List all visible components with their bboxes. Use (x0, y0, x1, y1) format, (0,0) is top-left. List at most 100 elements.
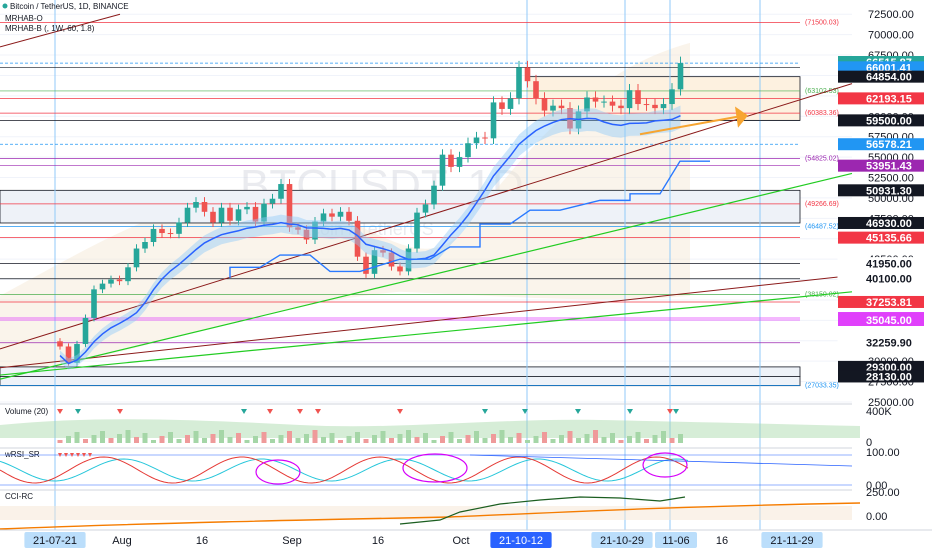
volume-bar (278, 435, 284, 443)
level-label: (27033.35) (805, 382, 839, 389)
candle-body (584, 97, 590, 112)
volume-bar (397, 434, 403, 443)
candle-body (125, 267, 131, 282)
price-tag-value: 46930.00 (866, 218, 912, 230)
volume-bar (542, 432, 547, 443)
oscillator-line (0, 456, 689, 484)
volume-bar (669, 438, 675, 443)
price-tag (838, 184, 924, 197)
volume-bar (125, 430, 131, 443)
volume-bar (159, 436, 165, 443)
volume-bar (329, 433, 335, 443)
candle-body (490, 102, 497, 139)
candle-body (337, 211, 344, 217)
date-tick-label: 21-07-21 (33, 535, 77, 547)
volume-bar (176, 439, 182, 443)
ma-ribbon (60, 105, 681, 370)
volume-bar (440, 436, 445, 443)
arrow-head-icon (735, 106, 748, 128)
trend-line (0, 291, 853, 376)
oscillator-title: wRSI_SR (4, 450, 40, 459)
volume-bar (508, 437, 513, 443)
candle-body (167, 233, 174, 235)
candle-body (244, 206, 250, 210)
volume-bar (423, 433, 428, 443)
moving-average-line (59, 115, 681, 365)
candle-body (524, 67, 531, 82)
candle-body (278, 184, 284, 199)
price-tags: 66515.8701:00:1966001.4164854.0062193.15… (837, 56, 925, 383)
candle-body (82, 317, 89, 345)
level-label: (63102.53) (805, 88, 839, 95)
candle-body (550, 105, 556, 111)
volume-bar (270, 439, 275, 443)
volume-tick: 0 (866, 437, 872, 449)
date-axis[interactable]: 21-07-21 Aug 16 Sep 16 Oct 21-10-12 21-10-29 11-… (0, 529, 932, 548)
price-panel[interactable] (57, 56, 748, 370)
zone-box (0, 376, 801, 387)
price-tick-label: 72500.00 (868, 9, 914, 21)
candle-body (210, 211, 216, 223)
signal-triangle-icon (70, 453, 74, 457)
volume-bar (533, 436, 539, 443)
price-tag (838, 92, 924, 105)
step-support-line (229, 160, 710, 278)
date-highlight (591, 532, 653, 548)
candle-body (227, 207, 233, 221)
candle-body (133, 248, 140, 268)
date-tick-label: 16 (196, 535, 208, 547)
signal-triangle-icon (241, 409, 247, 414)
volume-bar (295, 438, 301, 443)
watermark-name: Bitcoin / TetherUS (290, 219, 434, 239)
signal-triangle-icon (397, 409, 403, 414)
volume-bar (584, 434, 590, 443)
price-tag-value: 40100.00 (866, 274, 912, 286)
volume-bar (134, 437, 139, 443)
volume-bar (414, 437, 420, 443)
zone-box (0, 189, 801, 224)
volume-bar (236, 433, 241, 443)
price-tag-value: 35045.00 (866, 315, 912, 327)
candle-body (516, 67, 522, 99)
highlight-circle (642, 452, 688, 478)
volume-bar (312, 430, 318, 443)
candle-body (422, 204, 429, 213)
candle-body (465, 143, 471, 158)
candle-body (329, 213, 335, 217)
candle-body (618, 105, 624, 109)
status-dot-icon (2, 3, 8, 9)
signal-triangle-icon (522, 409, 528, 414)
price-tag (838, 61, 924, 74)
volume-bar (372, 435, 377, 443)
price-tag-value: 59500.00 (866, 115, 912, 127)
volume-title: Volume (20) (5, 407, 48, 416)
volume-bar (550, 439, 556, 443)
candle-body (303, 229, 310, 240)
cci-tick: 250.00 (866, 487, 900, 499)
price-tag-value: 45135.66 (866, 233, 912, 245)
candle-body (312, 221, 318, 240)
signal-triangle-icon (82, 453, 86, 457)
candle-body (108, 279, 114, 284)
candle-body (176, 222, 182, 234)
candle-body (235, 209, 242, 221)
candle-body (652, 104, 658, 109)
volume-bar (465, 435, 471, 443)
volume-bar (525, 440, 530, 443)
volume-bar (117, 434, 122, 443)
candle-body (533, 81, 539, 99)
candle-body (57, 341, 63, 347)
candle-body (201, 202, 208, 212)
candle-body (346, 211, 352, 221)
date-tick-label: 21-11-29 (770, 535, 813, 547)
highlight-circle (255, 459, 301, 485)
candle-body (193, 202, 199, 208)
indicator-panels[interactable]: Volume (20) 400K 0 wRSI_SR 100.00 0.00 CCI-RC 2… (0, 403, 900, 530)
candle-body (456, 157, 463, 167)
volume-area (0, 419, 860, 438)
date-tick-label: 21-10-29 (600, 535, 644, 547)
signal-triangle-icon (297, 409, 303, 414)
candle-body (609, 101, 616, 106)
volume-bar (406, 430, 411, 443)
